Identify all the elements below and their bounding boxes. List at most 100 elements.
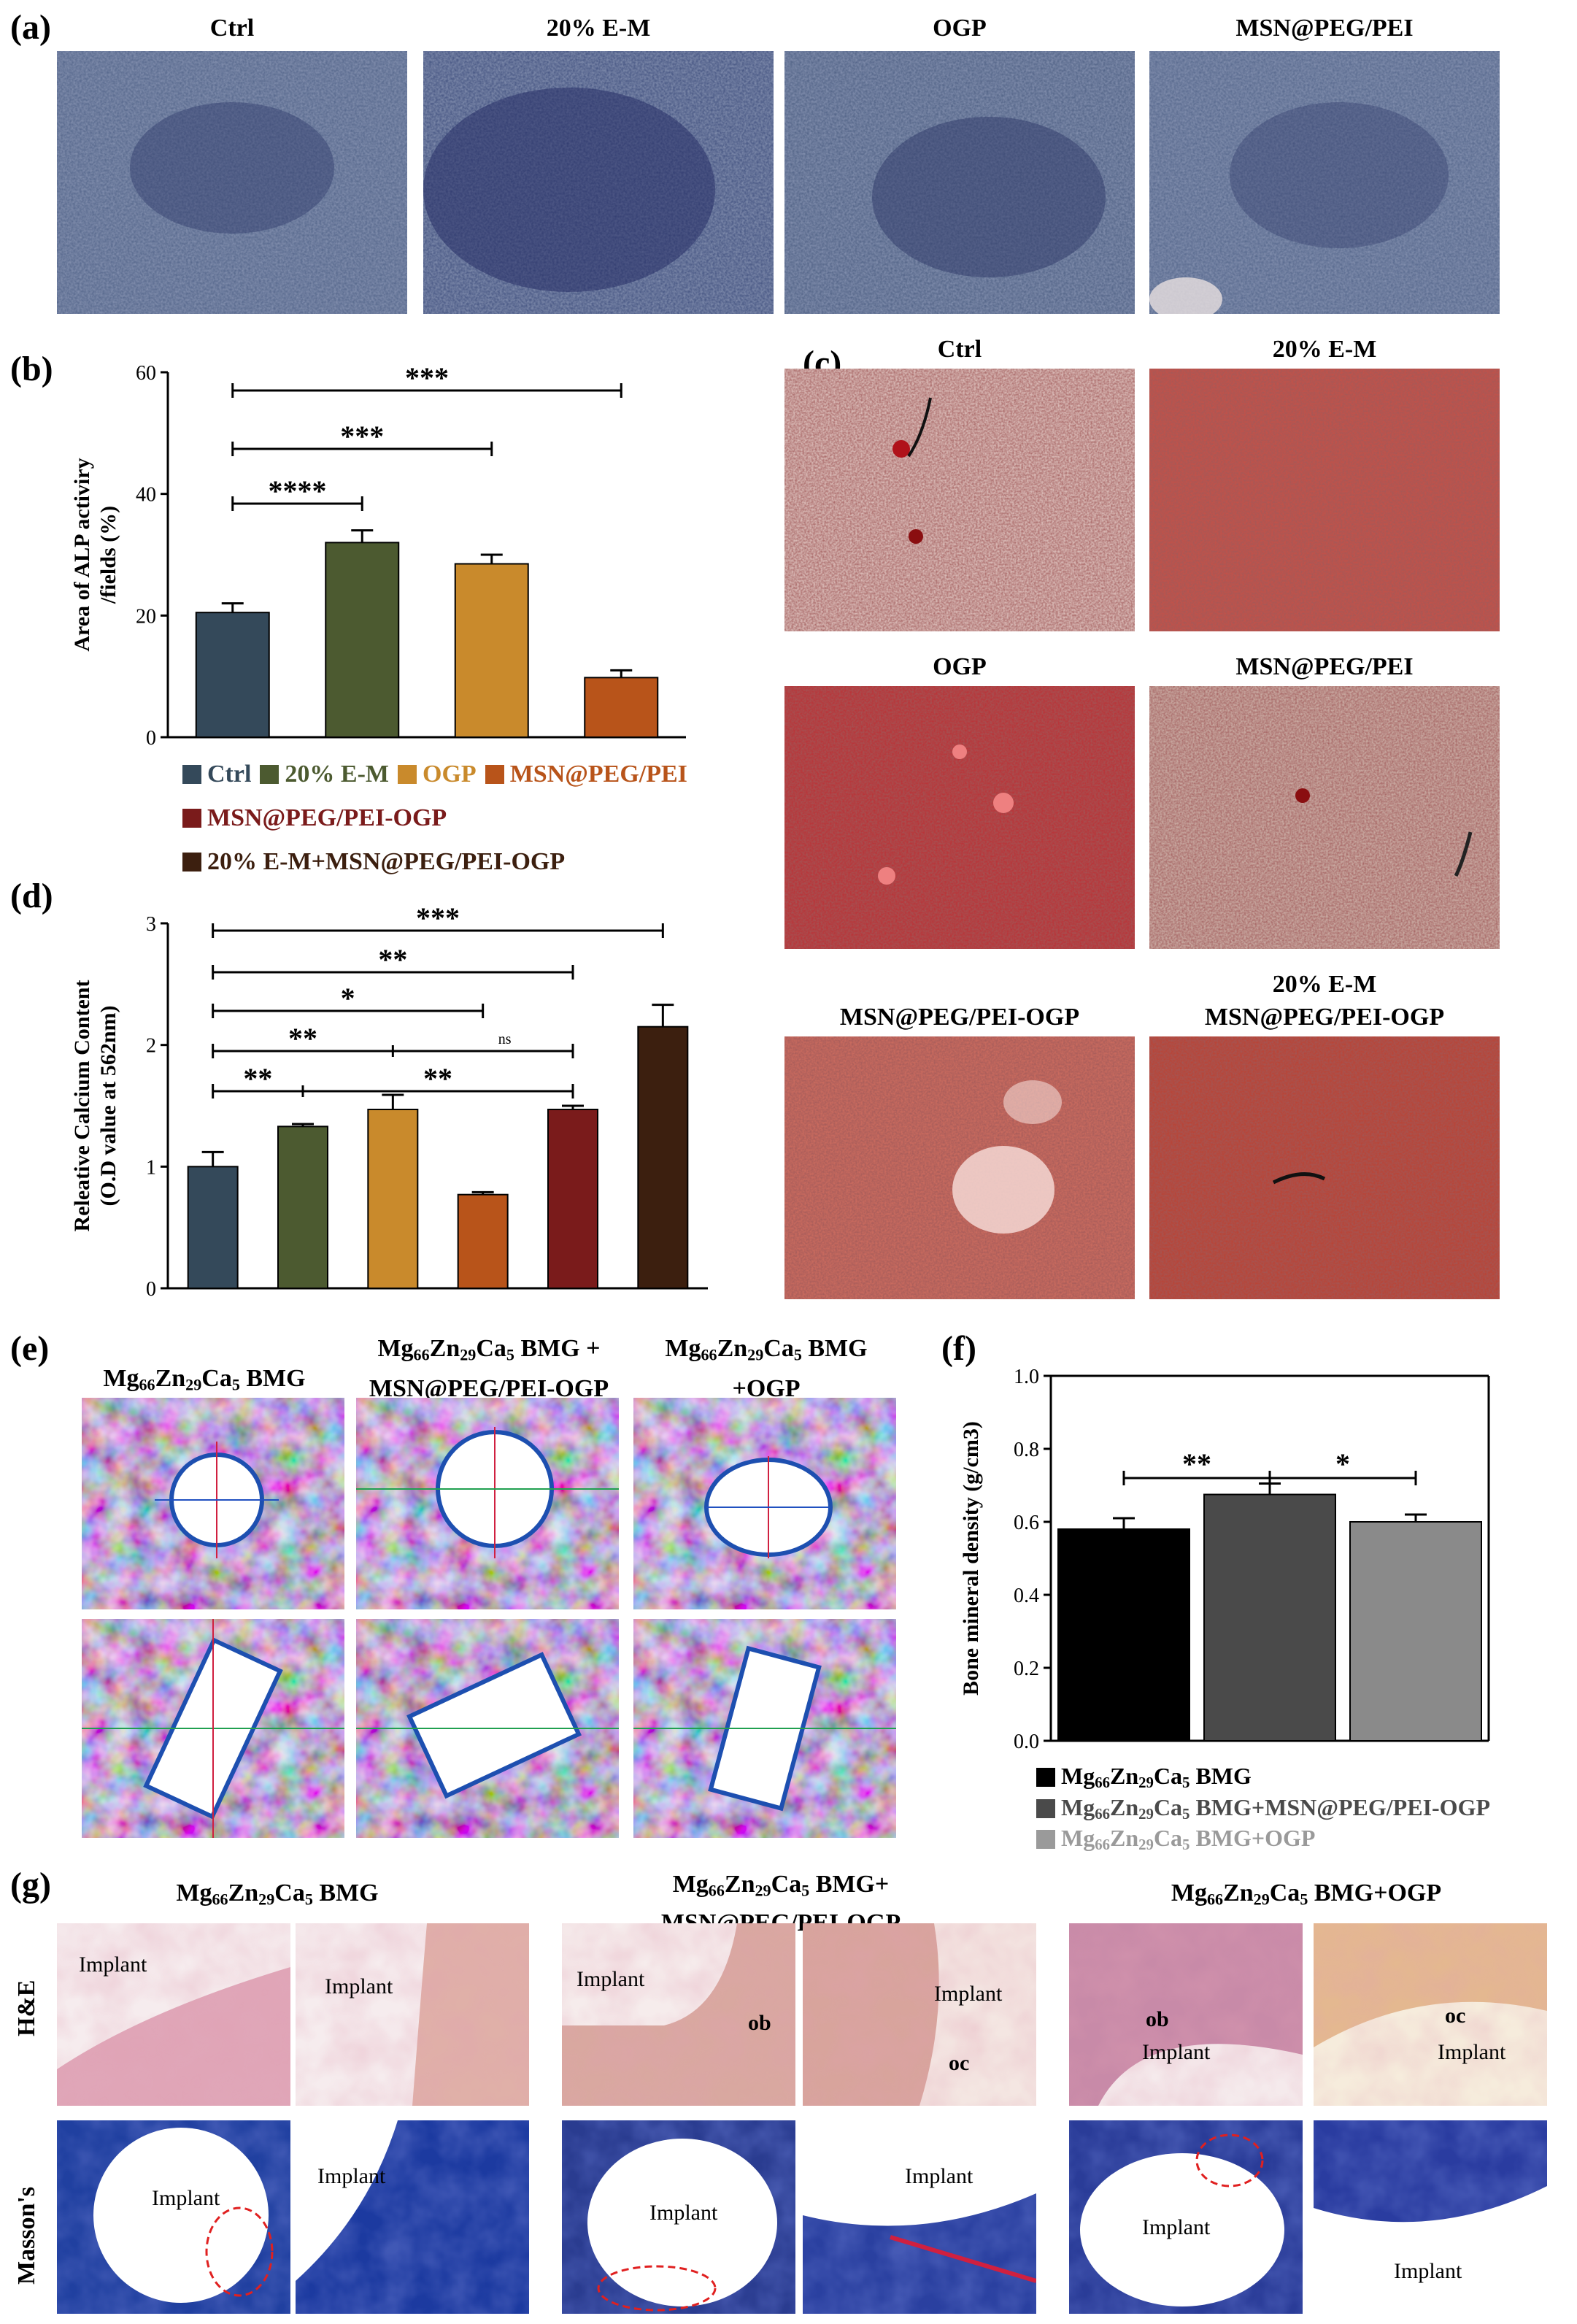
y-tick-label: 20	[136, 605, 156, 628]
microct-image-bmg-msn-side	[356, 1619, 619, 1838]
chem-sub-66: 66	[701, 1345, 717, 1364]
chart-d: 0 1 2 3 Releative Calcium Content (O.D value …	[70, 901, 708, 1301]
chart-b: 0 20 40 60 Area of ALP activiry/fields (%) **…	[70, 361, 686, 750]
chem-ca: Ca	[763, 1335, 794, 1362]
legend-swatch-msn-ogp	[182, 809, 201, 828]
y-tick-label: 0.2	[1014, 1658, 1039, 1680]
y-axis-label-line: Releative Calcium Content	[70, 980, 94, 1232]
ars-stain-image-msn-ogp	[784, 1036, 1135, 1299]
alp-stain-image-ctrl	[57, 51, 407, 314]
microct-image-bmg-msn-top	[356, 1398, 619, 1609]
legend-swatch-bmg	[1036, 1768, 1055, 1788]
masson-image-bmg-2: Implant	[296, 2120, 529, 2314]
panel-a-title-em: 20% E-M	[546, 15, 651, 42]
bar	[1057, 1528, 1190, 1742]
chem-mg: Mg	[103, 1365, 139, 1392]
legend-label-msn-ogp: MSN@PEG/PEI-OGP	[207, 804, 447, 831]
chem-sub-66: 66	[413, 1345, 430, 1364]
y-tick-label: 40	[136, 484, 156, 507]
panel-c-title-msn-ogp: MSN@PEG/PEI-OGP	[839, 1004, 1080, 1031]
chem-mg: Mg	[377, 1335, 414, 1362]
panel-d-label: (d)	[10, 877, 53, 915]
chem-sub-29: 29	[747, 1345, 764, 1364]
y-tick-label: 0.0	[1014, 1731, 1039, 1753]
he-image-bmg-msn-1: Implant ob	[562, 1923, 795, 2106]
bar	[457, 1193, 509, 1289]
significance-label: **	[243, 1062, 272, 1095]
chem-zn: Zn	[155, 1365, 186, 1392]
ob-label: ob	[1146, 2007, 1169, 2031]
y-tick-label: 0.8	[1014, 1439, 1039, 1461]
significance-label: ***	[416, 901, 460, 934]
bar	[367, 1109, 419, 1289]
alp-stain-image-msn	[1149, 51, 1500, 314]
chem-sub-5: 5	[231, 1375, 240, 1394]
he-image-bmg-2: Implant	[296, 1923, 529, 2106]
panel-c-title-msn: MSN@PEG/PEI	[1235, 653, 1414, 680]
panel-c-title-em-line2: MSN@PEG/PEI-OGP	[1204, 1004, 1445, 1031]
chem-sub-5: 5	[506, 1345, 514, 1364]
chem-ca: Ca	[476, 1335, 506, 1362]
ars-stain-image-msn	[1149, 686, 1500, 949]
legend-swatch-bmg-msn	[1036, 1799, 1055, 1819]
bar	[195, 612, 270, 738]
masson-image-bmg-msn-2: Implant	[803, 2120, 1036, 2314]
panel-e-title-bmg: Mg66Zn29Ca5 BMG	[73, 1365, 336, 1395]
chart-f: 0.0 0.2 0.4 0.6 0.8 1.0 Bone mineral density (…	[959, 1366, 1490, 1753]
implant-label: Implant	[577, 1967, 645, 1991]
masson-image-bmg-ogp-2: Implant	[1314, 2120, 1547, 2314]
panel-a-label: (a)	[10, 8, 51, 47]
bar	[277, 1126, 328, 1290]
masson-image-bmg-1: Implant	[57, 2120, 290, 2314]
legend-b-row3: 20% E-M+MSN@PEG/PEI-OGP	[182, 848, 565, 876]
panel-a-title-msn: MSN@PEG/PEI	[1235, 15, 1414, 42]
he-image-bmg-msn-2: Implant oc	[803, 1923, 1036, 2106]
legend-swatch-em-msn-ogp	[182, 853, 201, 872]
panel-e-title-bmg-msn: Mg66Zn29Ca5 BMG + MSN@PEG/PEI-OGP	[343, 1332, 635, 1406]
bar	[1203, 1493, 1336, 1742]
legend-f-row3: Mg66Zn29Ca5 BMG+OGP	[1036, 1825, 1315, 1854]
significance-label: ****	[269, 474, 327, 507]
implant-label: Implant	[905, 2164, 973, 2188]
panel-g-label: (g)	[10, 1866, 51, 1904]
implant-label: Implant	[1438, 2040, 1506, 2064]
panel-c-title-em-line1: 20% E-M	[1272, 971, 1377, 998]
panel-e-title-line2: +OGP	[732, 1374, 801, 1402]
panel-c-title-ctrl: Ctrl	[937, 336, 982, 363]
oc-label: oc	[949, 2051, 970, 2075]
legend-label-ctrl: Ctrl	[207, 761, 252, 788]
panel-a-title-ogp: OGP	[933, 15, 987, 42]
y-tick-label: 0.4	[1014, 1585, 1039, 1607]
ars-stain-image-ctrl	[784, 369, 1135, 631]
legend-swatch-msn	[485, 765, 504, 784]
microct-image-bmg-side	[82, 1619, 344, 1838]
significance-label: *	[341, 982, 355, 1015]
legend-swatch-ogp	[398, 765, 417, 784]
y-axis-label: Area of ALP activiry/fields (%)	[70, 458, 120, 651]
significance-label: **	[1182, 1447, 1211, 1480]
bar	[454, 563, 529, 738]
he-image-bmg-1: Implant	[57, 1923, 290, 2106]
y-tick-label: 1	[146, 1156, 156, 1179]
y-axis-label-line: Area of ALP activiry	[70, 458, 94, 651]
bar	[325, 542, 400, 738]
row-label-masson: Masson's	[13, 2186, 40, 2285]
implant-label: Implant	[317, 2164, 386, 2188]
significance-label: **	[288, 1022, 317, 1055]
significance-label: **	[423, 1062, 452, 1095]
panel-b-label: (b)	[10, 350, 53, 388]
implant-label: Implant	[152, 2186, 220, 2210]
implant-label: Implant	[1142, 2040, 1211, 2064]
bar	[584, 677, 659, 739]
panel-g-title-bmg: Mg66Zn29Ca5 BMG	[176, 1879, 379, 1909]
y-tick-label: 0	[146, 727, 156, 750]
significance-label: *	[1335, 1447, 1350, 1480]
y-axis-label: Releative Calcium Content (O.D value at 5…	[70, 980, 120, 1232]
legend-label-em: 20% E-M	[285, 761, 390, 788]
y-axis-label: Bone mineral density (g/cm3)	[959, 1421, 983, 1696]
alp-stain-image-ogp	[784, 51, 1135, 314]
ars-stain-image-em-msn-ogp	[1149, 1036, 1500, 1299]
masson-image-bmg-msn-1: Implant	[562, 2120, 795, 2314]
chem-mg: Mg	[665, 1335, 701, 1362]
bar	[187, 1166, 239, 1290]
